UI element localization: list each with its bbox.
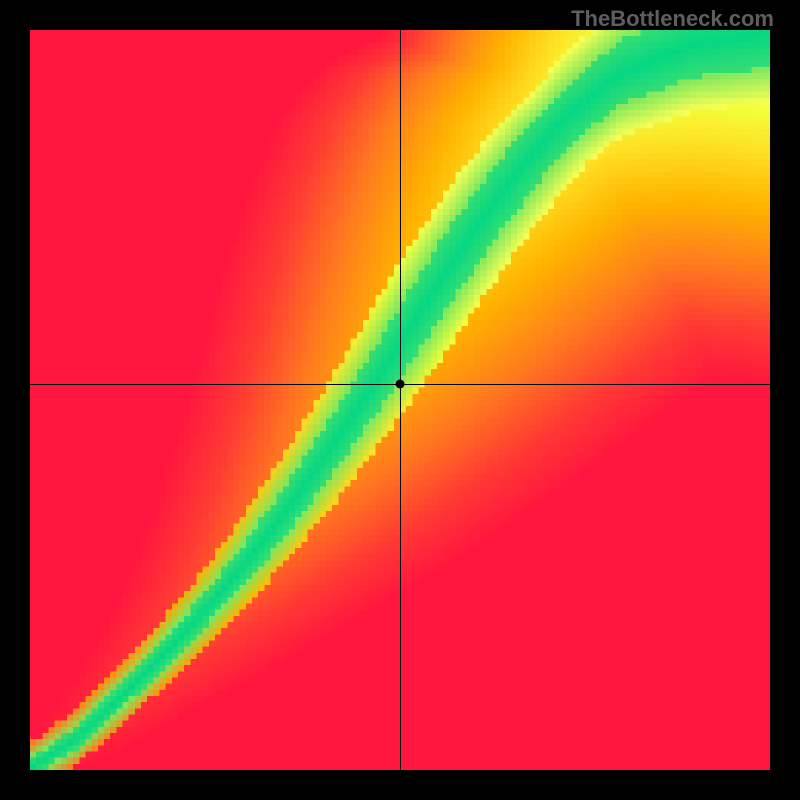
crosshair-marker <box>396 379 405 388</box>
watermark-text: TheBottleneck.com <box>571 6 774 32</box>
crosshair-vertical <box>400 30 401 770</box>
chart-container: TheBottleneck.com <box>0 0 800 800</box>
